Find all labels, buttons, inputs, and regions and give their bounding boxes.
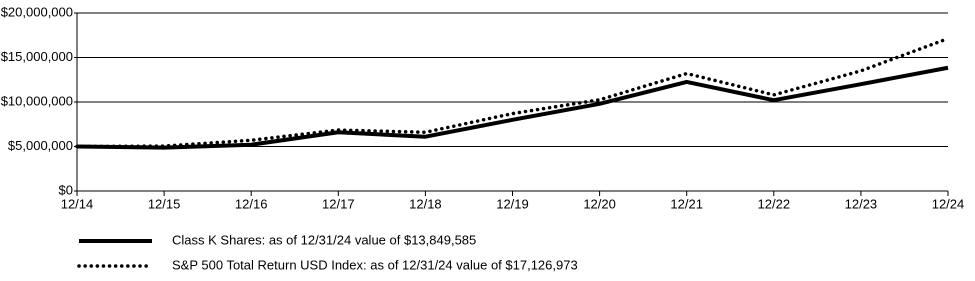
legend-label: S&P 500 Total Return USD Index: as of 12… [172,257,578,272]
x-tick-label: 12/17 [322,196,355,211]
series-line [75,36,950,149]
y-tick-label: $20,000,000 [1,4,73,19]
x-tick-label: 12/21 [670,196,703,211]
y-tick-label: $10,000,000 [1,93,73,108]
series-line [76,65,949,150]
legend-label: Class K Shares: as of 12/31/24 value of … [172,232,476,247]
x-tick-label: 12/23 [845,196,878,211]
x-tick-label: 12/15 [148,196,181,211]
y-tick-label: $5,000,000 [8,138,73,153]
x-tick-label: 12/18 [409,196,442,211]
x-tick-label: 12/19 [496,196,529,211]
x-tick-label: 12/16 [235,196,268,211]
x-tick-label: 12/20 [583,196,616,211]
x-tick-label: 12/14 [61,196,94,211]
x-tick-label: 12/24 [932,196,965,211]
y-tick-label: $15,000,000 [1,49,73,64]
y-tick-label: $0 [59,182,73,197]
x-tick-label: 12/22 [758,196,791,211]
